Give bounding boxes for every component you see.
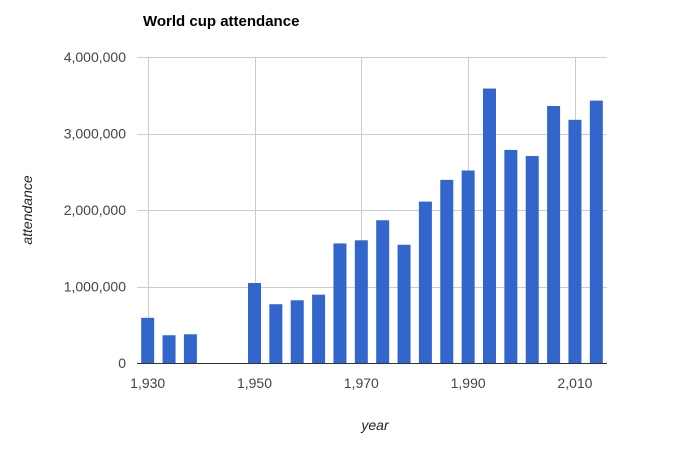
bar[interactable]: [269, 304, 283, 363]
x-axis-label: year: [360, 417, 390, 433]
x-tick-label: 1,990: [451, 375, 486, 391]
bar[interactable]: [504, 149, 518, 363]
y-axis-label: attendance: [19, 175, 35, 244]
bar[interactable]: [376, 220, 390, 363]
bar[interactable]: [461, 170, 475, 363]
bar[interactable]: [312, 294, 326, 363]
chart-title: World cup attendance: [143, 13, 299, 30]
bar[interactable]: [162, 335, 176, 363]
bar[interactable]: [290, 300, 304, 363]
bar[interactable]: [589, 100, 603, 364]
bar[interactable]: [141, 317, 155, 363]
bar[interactable]: [547, 106, 561, 363]
bar[interactable]: [418, 201, 432, 363]
y-tick-label: 3,000,000: [64, 126, 126, 142]
y-tick-label: 2,000,000: [64, 202, 126, 218]
x-tick-label: 1,930: [130, 375, 165, 391]
y-tick-label: 4,000,000: [64, 49, 126, 65]
tick-labels: 0 1,000,000 2,000,000 3,000,000 4,000,000 1,9…: [64, 49, 593, 391]
y-tick-label: 1,000,000: [64, 279, 126, 295]
y-tick-label: 0: [118, 355, 126, 371]
bar[interactable]: [440, 179, 454, 363]
bar[interactable]: [397, 244, 411, 363]
bar-series: [141, 88, 603, 364]
x-tick-label: 1,970: [344, 375, 379, 391]
bar[interactable]: [525, 156, 539, 363]
bar[interactable]: [483, 88, 496, 364]
x-tick-label: 1,950: [237, 375, 272, 391]
x-tick-label: 2,010: [557, 375, 592, 391]
bar[interactable]: [568, 119, 582, 363]
bar[interactable]: [354, 240, 368, 363]
bar[interactable]: [248, 283, 261, 363]
bar[interactable]: [333, 243, 347, 363]
bar[interactable]: [183, 334, 197, 363]
